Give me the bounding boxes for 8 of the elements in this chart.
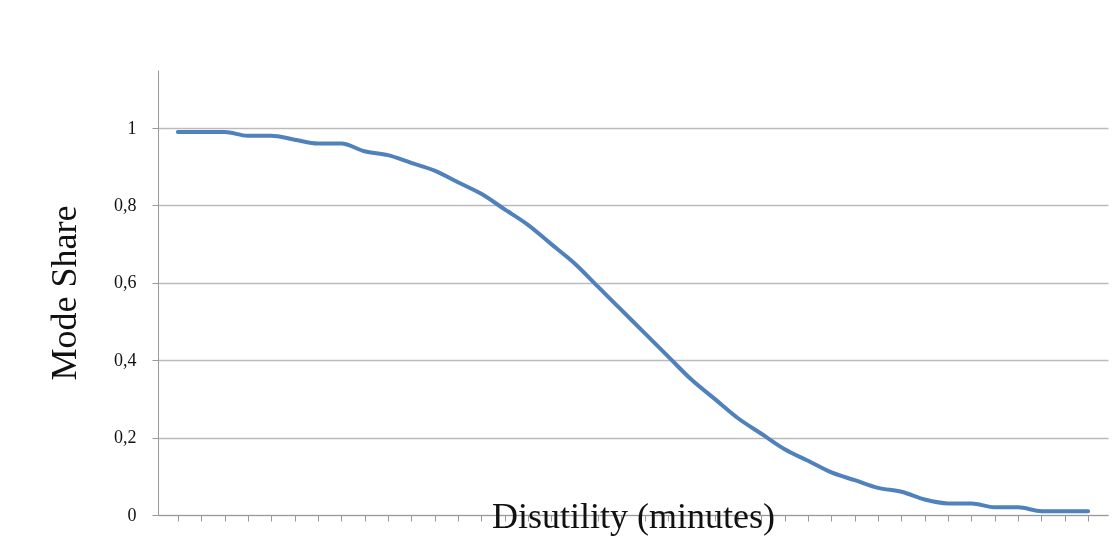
y-tick-label: 0,4 xyxy=(114,349,137,370)
y-tick-label: 1 xyxy=(127,117,137,138)
y-tick-label: 0,6 xyxy=(114,272,137,293)
x-axis-title: Disutility (minutes) xyxy=(492,496,775,536)
y-tick-label: 0,8 xyxy=(114,194,137,215)
y-tick-label: 0,2 xyxy=(114,427,137,448)
y-tick-label: 0 xyxy=(127,504,137,525)
y-axis-title: Mode Share xyxy=(44,205,84,381)
